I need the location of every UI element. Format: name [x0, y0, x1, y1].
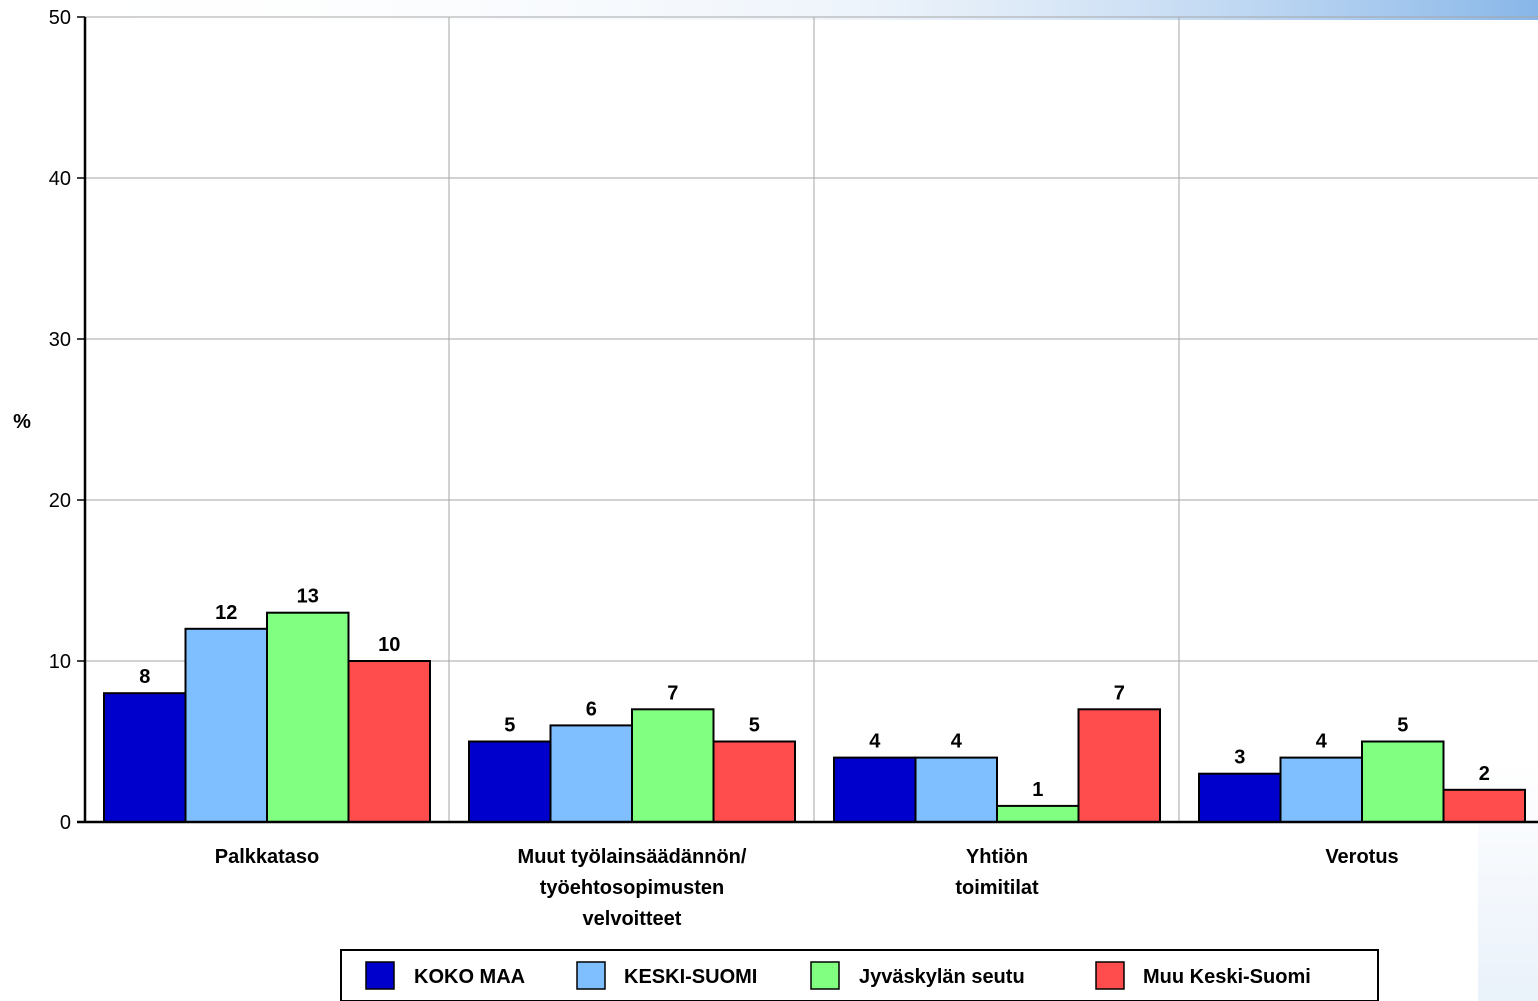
- category-label-1-2: velvoitteet: [583, 908, 682, 930]
- bar-3-0: [347, 660, 431, 823]
- data-label-1-2: 4: [951, 731, 963, 753]
- data-label-0-1: 5: [504, 715, 515, 737]
- legend-label-2: Jyväskylän seutu: [859, 966, 1025, 988]
- data-label-3-0: 10: [378, 634, 400, 656]
- data-label-1-1: 6: [586, 698, 597, 720]
- y-tick-label-40: 40: [49, 168, 71, 190]
- data-label-3-3: 2: [1479, 763, 1490, 785]
- category-label-1-1: työehtosopimusten: [540, 877, 724, 899]
- data-label-3-1: 5: [749, 715, 760, 737]
- bar-1-2: [914, 756, 998, 823]
- header-decoration: [0, 0, 1538, 20]
- y-tick-label-50: 50: [49, 7, 71, 29]
- legend-swatch-2: [810, 961, 840, 990]
- bar-1-3: [1279, 756, 1363, 823]
- bar-2-3: [1361, 740, 1445, 823]
- bar-0-3: [1198, 772, 1282, 824]
- bar-1-0: [184, 627, 268, 823]
- y-axis-label: %: [13, 411, 31, 433]
- bar-3-2: [1077, 708, 1161, 823]
- bar-2-0: [266, 611, 350, 824]
- category-label-2-1: toimitilat: [955, 877, 1039, 899]
- category-label-1-0: Muut työlainsäädännön/: [518, 846, 747, 868]
- data-label-2-3: 5: [1397, 715, 1408, 737]
- legend-swatch-0: [365, 961, 395, 990]
- data-label-2-2: 1: [1032, 779, 1043, 801]
- bar-3-1: [712, 740, 796, 823]
- data-label-1-0: 12: [215, 602, 237, 624]
- legend: KOKO MAA KESKI-SUOMI Jyväskylän seutu Muu K…: [340, 949, 1379, 1001]
- legend-label-1: KESKI-SUOMI: [624, 966, 757, 988]
- bar-1-1: [549, 724, 633, 824]
- bar-0-0: [103, 692, 187, 824]
- legend-label-0: KOKO MAA: [414, 966, 525, 988]
- data-label-0-2: 4: [869, 731, 881, 753]
- legend-box: [340, 949, 1379, 1001]
- category-label-3-0: Verotus: [1325, 846, 1398, 868]
- bar-3-3: [1442, 788, 1526, 823]
- bar-0-1: [468, 740, 552, 823]
- axes: [77, 16, 1538, 824]
- legend-label-3: Muu Keski-Suomi: [1143, 966, 1311, 988]
- data-label-0-3: 3: [1234, 747, 1245, 769]
- data-label-2-1: 7: [667, 682, 678, 704]
- data-label-2-0: 13: [297, 586, 319, 608]
- legend-swatch-3: [1095, 961, 1125, 990]
- data-label-3-2: 7: [1114, 682, 1125, 704]
- y-tick-label-0: 0: [60, 812, 71, 834]
- bar-2-2: [996, 804, 1080, 824]
- bars: [103, 611, 1526, 824]
- y-tick-label-20: 20: [49, 490, 71, 512]
- legend-swatch-1: [576, 961, 606, 990]
- y-tick-label-10: 10: [49, 651, 71, 673]
- category-label-2-0: Yhtiön: [966, 846, 1028, 868]
- bar-2-1: [631, 708, 715, 823]
- gridlines: [85, 16, 1538, 822]
- bar-0-2: [833, 756, 917, 823]
- y-tick-label-30: 30: [49, 329, 71, 351]
- data-label-1-3: 4: [1316, 731, 1328, 753]
- category-label-0-0: Palkkataso: [215, 846, 320, 868]
- data-label-0-0: 8: [139, 666, 150, 688]
